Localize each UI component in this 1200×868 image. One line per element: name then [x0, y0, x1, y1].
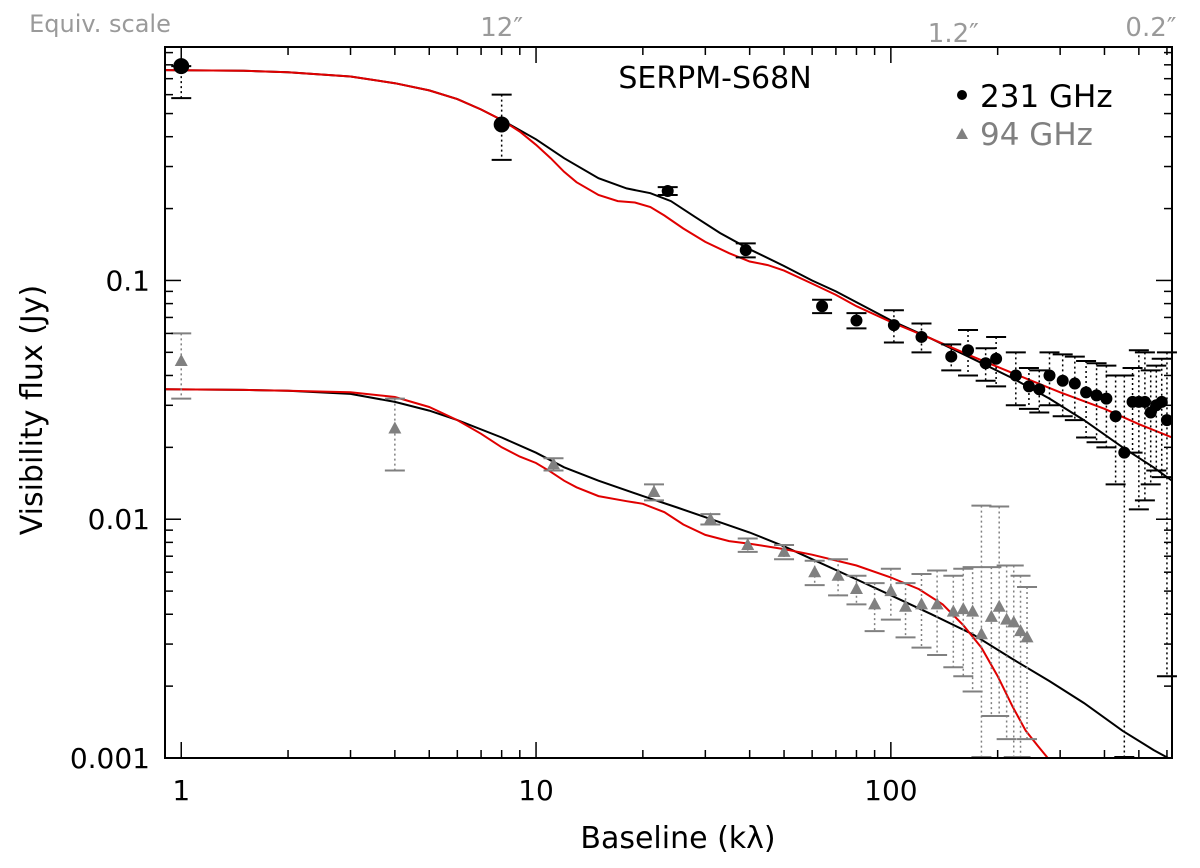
data-point: [741, 537, 755, 550]
data-point: [388, 421, 402, 434]
data-point: [868, 597, 882, 610]
data-point: [930, 597, 944, 610]
x-tick-label: 1: [172, 774, 190, 807]
legend-label-94: 94 GHz: [980, 117, 1093, 153]
plot-frame: [164, 46, 1173, 759]
data-point: [984, 609, 998, 622]
data-point: [1160, 414, 1173, 427]
data-point: [1000, 612, 1014, 625]
data-point: [1043, 369, 1056, 382]
data-point: [887, 319, 900, 332]
data-point: [1020, 630, 1034, 643]
top-tick-label: 12″: [480, 13, 523, 43]
top-tick-label: 0.2″: [1125, 13, 1176, 43]
data-point: [1022, 380, 1035, 393]
top-axis-label: Equiv. scale: [29, 10, 171, 38]
data-point: [173, 58, 190, 75]
x-tick-label: 10: [518, 774, 554, 807]
y-tick-label: 0.01: [88, 503, 150, 536]
data-point: [945, 350, 958, 363]
data-point: [899, 599, 913, 612]
data-point: [1138, 395, 1151, 408]
data-point: [703, 512, 717, 525]
axes: 1 10 100 0.001 0.01 0.1 12″ 1.2″ 0.2″: [70, 13, 1177, 807]
data-point: [174, 353, 188, 366]
data-point: [946, 604, 960, 617]
y-tick-label: 0.001: [70, 742, 150, 775]
data-point: [1100, 392, 1113, 405]
data-point: [884, 584, 898, 597]
data-point: [979, 357, 992, 370]
model-curve: [165, 388, 1171, 758]
data-point: [739, 244, 752, 257]
y-axis-label: Visibility flux (Jy): [15, 285, 50, 535]
data-point: [1014, 624, 1028, 637]
data-point: [661, 184, 674, 197]
top-tick-label: 1.2″: [928, 19, 979, 49]
chart-title: SERPM-S68N: [618, 61, 811, 96]
data-point: [1068, 377, 1081, 390]
data-point: [915, 330, 928, 343]
data-point: [962, 344, 975, 357]
data-point: [816, 300, 829, 313]
data-markers: [173, 58, 1173, 643]
data-point: [1007, 615, 1021, 628]
data-point: [1009, 369, 1022, 382]
data-point: [1155, 395, 1168, 408]
data-point: [647, 485, 661, 498]
legend-label-231: 231 GHz: [980, 79, 1113, 115]
data-point: [914, 597, 928, 610]
model-curve: [165, 388, 1050, 758]
data-point: [974, 627, 988, 640]
data-point: [966, 604, 980, 617]
data-point: [831, 568, 845, 581]
x-axis-label: Baseline (kλ): [580, 821, 775, 856]
data-point: [1109, 410, 1122, 423]
legend-marker-231: [957, 90, 967, 100]
y-tick-label: 0.1: [105, 264, 150, 297]
data-point: [1033, 383, 1046, 396]
data-point: [956, 602, 970, 615]
data-point: [1090, 389, 1103, 402]
data-point: [849, 582, 863, 595]
x-tick-label: 100: [864, 774, 917, 807]
data-point: [777, 544, 791, 557]
data-point: [808, 565, 822, 578]
error-bars: [171, 65, 1177, 758]
data-point: [1118, 446, 1131, 459]
data-point: [1080, 386, 1093, 399]
data-point: [990, 352, 1003, 365]
legend-marker-94: [956, 128, 968, 139]
data-point: [547, 457, 561, 470]
legend: 231 GHz 94 GHz: [956, 79, 1113, 153]
model-curve: [165, 69, 1172, 439]
data-point: [992, 599, 1006, 612]
data-point: [1056, 374, 1069, 387]
data-point: [493, 116, 510, 133]
data-point: [850, 314, 863, 327]
